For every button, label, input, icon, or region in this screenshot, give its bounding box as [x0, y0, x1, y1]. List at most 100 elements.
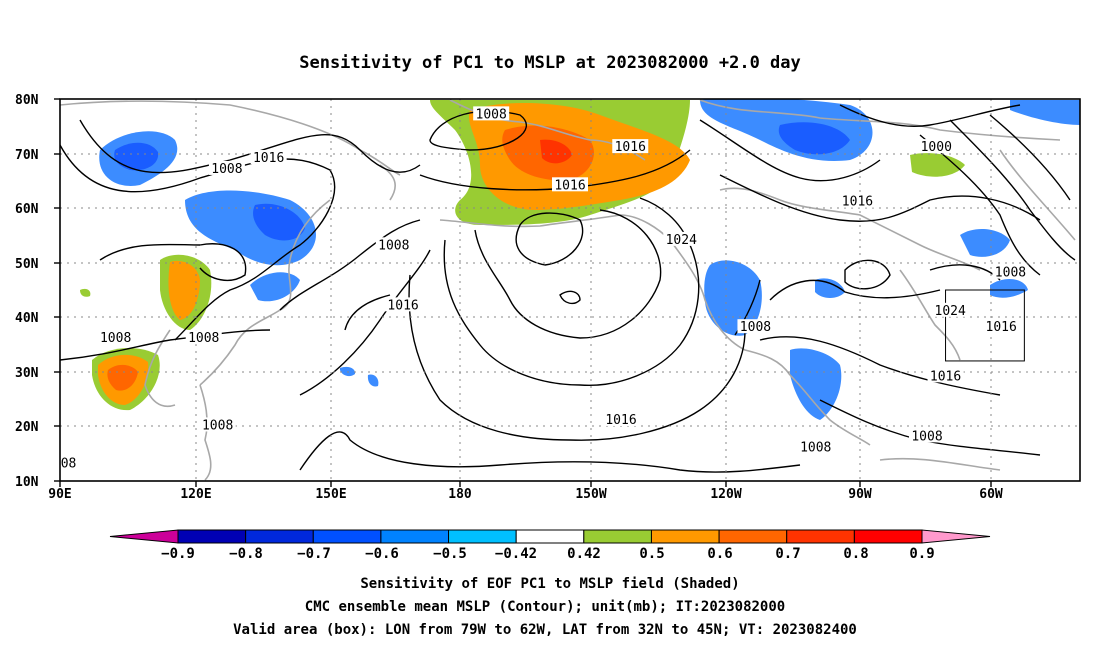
contour-label: 1008 [188, 331, 219, 346]
contour-label-bg [250, 150, 287, 165]
contour-label: 1008 [378, 238, 409, 253]
sensitivity-shading [80, 99, 1080, 420]
captions: Sensitivity of EOF PC1 to MSLP field (Sh… [233, 576, 857, 638]
colorbar-labels: −0.9 −0.8 −0.7 −0.6 −0.5 −0.42 0.42 0.5 … [161, 546, 935, 562]
negative-sensitivity-area [778, 122, 850, 155]
contour-label-bg [932, 302, 969, 317]
contour-label: 1008 [476, 107, 507, 122]
map-title: Sensitivity of PC1 to MSLP at 2023082000… [299, 53, 801, 73]
colorbar-cell [853, 529, 923, 544]
negative-sensitivity-area [367, 374, 379, 387]
contour-label: 1016 [842, 195, 873, 210]
positive-sensitivity-area [910, 153, 965, 177]
lon-label: 150W [575, 487, 606, 502]
lon-label: 60W [979, 487, 1003, 502]
contour-label-bg [992, 264, 1029, 279]
positive-sensitivity-area [80, 288, 91, 297]
lat-label: 20N [15, 420, 39, 435]
contour-label-bg [612, 139, 649, 154]
contour-label: 1016 [605, 413, 636, 428]
negative-sensitivity-area [790, 348, 842, 420]
contour-label-bg [185, 330, 222, 345]
negative-sensitivity-area [960, 228, 1010, 257]
contour-label: 1016 [554, 178, 585, 193]
lat-label: 10N [15, 475, 39, 490]
colorbar-label: 0.42 [567, 546, 601, 562]
contour-label: 1008 [100, 331, 131, 346]
colorbar: −0.9 −0.8 −0.7 −0.6 −0.5 −0.42 0.42 0.5 … [109, 529, 991, 562]
axis-ticks [54, 98, 992, 487]
colorbar-label: 0.5 [639, 546, 664, 562]
colorbar-label: −0.5 [433, 546, 467, 562]
lon-label: 90W [848, 487, 872, 502]
contour-label-bg [927, 368, 964, 383]
contour-label: 008 [53, 457, 76, 472]
contour-label: 1008 [740, 320, 771, 335]
contour-labels: 1008 1016 1000 1016 1008 1016 1016 1024 1008 1008… [53, 106, 1029, 472]
colorbar-cell [380, 529, 450, 544]
negative-sensitivity-area [114, 142, 159, 171]
lat-label: 60N [15, 202, 39, 217]
contour-label: 1024 [666, 233, 697, 248]
valid-area-box [945, 289, 1025, 362]
contour-label-bg [97, 330, 134, 345]
contour-label-bg [208, 160, 245, 175]
contour-label-bg [473, 106, 510, 121]
contour-label: 1008 [911, 429, 942, 444]
colorbar-cell [583, 529, 652, 544]
negative-sensitivity-area [990, 278, 1028, 298]
contour-label-bg [385, 297, 422, 312]
colorbar-cell [177, 529, 247, 544]
colorbar-cell [312, 529, 382, 544]
positive-sensitivity-area [540, 139, 572, 164]
negative-sensitivity-area [250, 272, 300, 302]
contour-label: 1008 [800, 440, 831, 455]
contour-label: 1016 [930, 369, 961, 384]
contour-label: 1016 [387, 298, 418, 313]
contour-label: 1008 [995, 266, 1026, 281]
contour-label-bg [797, 439, 834, 454]
colorbar-cell [786, 529, 855, 544]
positive-sensitivity-area [107, 364, 138, 391]
colorbar-label: 0.6 [707, 546, 732, 562]
colorbar-label: −0.8 [229, 546, 263, 562]
lat-label: 80N [15, 93, 39, 108]
colorbar-cell [718, 529, 788, 544]
contour-label: 1024 [935, 304, 966, 319]
caption-line-2: CMC ensemble mean MSLP (Contour); unit(m… [305, 599, 785, 615]
caption-line-1: Sensitivity of EOF PC1 to MSLP field (Sh… [360, 576, 739, 592]
caption-line-3: Valid area (box): LON from 79W to 62W, L… [233, 622, 857, 638]
colorbar-label: 0.9 [909, 546, 934, 562]
contour-label-bg [737, 319, 774, 334]
map-panel: 1008 1016 1000 1016 1008 1016 1016 1024 1008 1008… [15, 93, 1081, 502]
colorbar-cell [448, 529, 517, 544]
colorbar-cell [245, 529, 314, 544]
colorbar-cell [515, 529, 585, 544]
map-border [59, 98, 1081, 482]
contour-label-bg [199, 417, 236, 432]
contour-label-bg [552, 177, 588, 192]
contour-label: 1016 [615, 140, 646, 155]
negative-sensitivity-area [815, 278, 845, 298]
negative-sensitivity-area [340, 366, 356, 377]
lon-label: 150E [315, 487, 346, 502]
contour-label: 1016 [253, 151, 284, 166]
colorbar-label: 0.8 [843, 546, 868, 562]
colorbar-cell [650, 529, 720, 544]
contour-label-bg [603, 411, 639, 426]
colorbar-low-extend [109, 529, 179, 544]
lat-label: 30N [15, 366, 39, 381]
latitude-labels: 80N 70N 60N 50N 40N 30N 20N 10N [15, 93, 39, 490]
contour-label-bg [375, 237, 412, 252]
positive-sensitivity-area [168, 260, 200, 320]
contour-label-bg [983, 319, 1020, 334]
colorbar-label: −0.42 [495, 546, 537, 562]
colorbar-label: −0.7 [297, 546, 331, 562]
lon-label: 120E [180, 487, 211, 502]
contour-label-bg [918, 139, 955, 154]
lon-label: 180 [448, 487, 472, 502]
colorbar-high-extend [921, 529, 991, 544]
colorbar-label: −0.6 [365, 546, 399, 562]
colorbar-label: −0.9 [161, 546, 195, 562]
lon-label: 120W [710, 487, 741, 502]
